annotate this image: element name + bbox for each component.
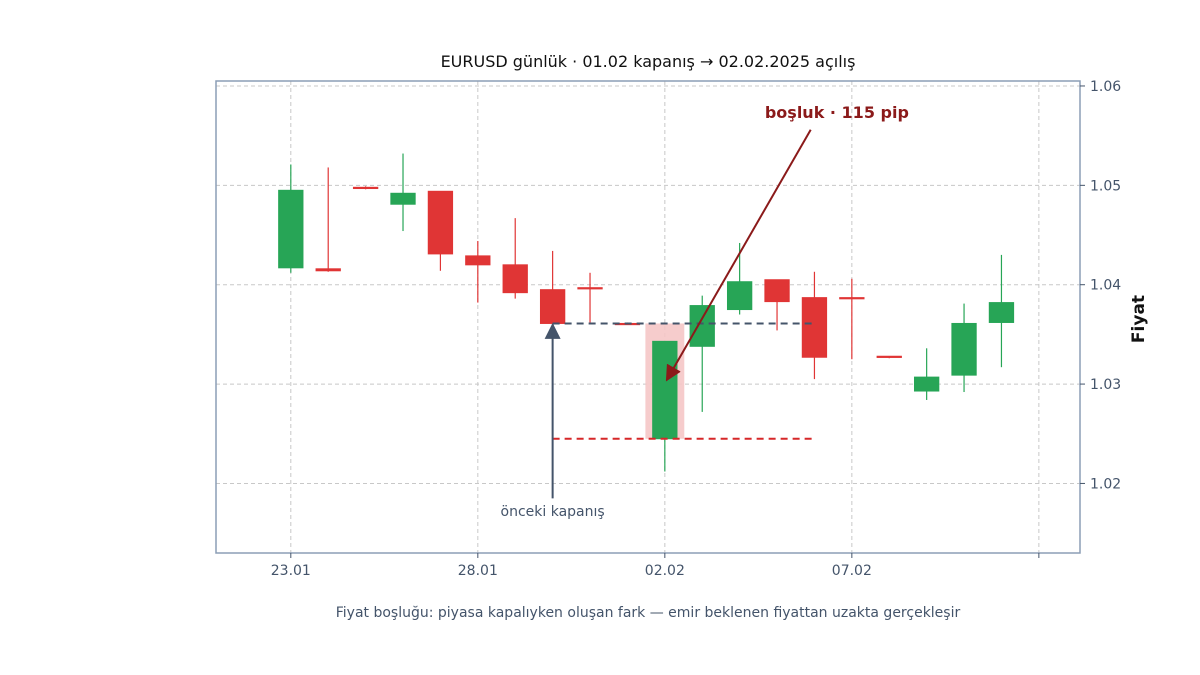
candle-body (726, 281, 753, 311)
gap-label: boşluk · 115 pip (765, 103, 909, 122)
candle-up (988, 254, 1015, 368)
candle-down (315, 167, 341, 272)
candle-down (427, 190, 454, 271)
candle-down (352, 186, 379, 190)
candle-up (278, 164, 304, 273)
candles (278, 153, 1015, 472)
candle-body (652, 340, 678, 440)
candle-down (502, 218, 528, 299)
plot-frame (215, 80, 1081, 554)
candle-down (465, 240, 491, 303)
y-tick-label: 1.05 (1090, 178, 1121, 194)
candle-body (764, 279, 790, 303)
candle-body (801, 297, 828, 358)
y-tick-label: 1.06 (1090, 79, 1121, 95)
candle-body (502, 264, 528, 294)
chart-caption: Fiyat boşluğu: piyasa kapalıyken oluşan … (336, 605, 961, 621)
candle-up (689, 295, 715, 412)
candle-body (390, 192, 416, 205)
candle-body (951, 322, 977, 376)
candle-body (465, 255, 491, 266)
candle-up (951, 303, 977, 393)
candle-body (913, 376, 940, 392)
y-tick-label: 1.03 (1090, 377, 1121, 393)
y-tick-label: 1.04 (1090, 278, 1121, 294)
candle-down (764, 279, 790, 331)
candle-down (876, 355, 902, 359)
candle-body (427, 190, 454, 255)
candle-body (689, 305, 715, 347)
candle-body (352, 186, 379, 190)
prev-close-label: önceki kapanış (501, 504, 605, 520)
candle-down (801, 271, 828, 380)
candle-down (539, 250, 566, 325)
candle-body (988, 302, 1015, 323)
x-tick-label: 23.01 (271, 563, 311, 579)
candle-body (839, 297, 865, 300)
reference-lines (552, 322, 815, 440)
y-axis-label: Fiyat (1129, 295, 1149, 343)
candle-body (577, 287, 603, 290)
chart-title: EURUSD günlük · 01.02 kapanış → 02.02.20… (441, 52, 856, 71)
annotations: boşluk · 115 pip önceki kapanış (501, 103, 909, 520)
x-tick-label: 02.02 (645, 563, 685, 579)
candle-up (913, 348, 940, 400)
y-tick-label: 1.02 (1090, 476, 1121, 492)
candle-body (278, 189, 304, 269)
candle-up (652, 340, 678, 472)
x-tick-label: 28.01 (458, 563, 498, 579)
candle-body (876, 355, 902, 358)
grid (216, 81, 1080, 553)
candle-body (315, 268, 341, 272)
candle-down (577, 272, 603, 323)
candle-body (539, 289, 566, 324)
candle-up (390, 153, 416, 232)
gap-arrow (665, 129, 812, 382)
axes: 1.02 1.03 1.04 1.05 1.06 23.01 28.01 02.02 07.02 (215, 79, 1121, 579)
x-tick-label: 07.02 (832, 563, 872, 579)
candle-down (839, 278, 865, 360)
